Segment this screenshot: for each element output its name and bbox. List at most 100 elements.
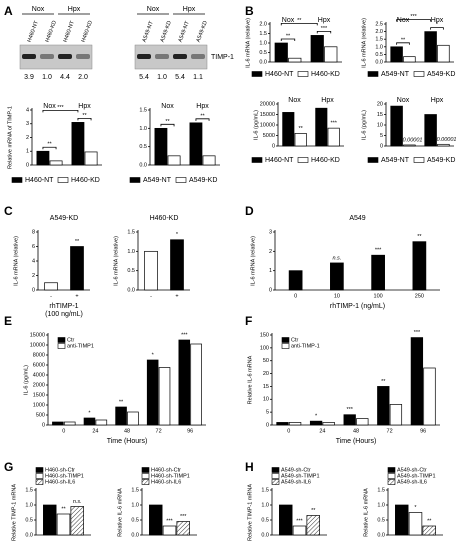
bar	[410, 337, 424, 426]
category-label: Nox	[288, 97, 301, 104]
bracket	[430, 27, 444, 30]
category-label: Hpx	[321, 97, 334, 104]
bar	[288, 422, 302, 426]
y-tick-label: 10	[377, 122, 383, 128]
y-tick-label: 20	[377, 101, 383, 107]
significance: **	[297, 18, 302, 24]
y-tick-label: 10000	[260, 122, 275, 128]
x-axis-label: rhTIMP-1	[49, 303, 78, 310]
legend-label: anti-TIMP-1	[291, 343, 320, 349]
legend-label: A549-sh-Ctr	[281, 467, 311, 473]
blot-band	[58, 54, 72, 59]
legend-label: H460-KD	[311, 71, 340, 78]
significance: ***	[180, 514, 187, 520]
legend-swatch	[11, 177, 23, 183]
significance: ***	[346, 407, 353, 413]
significance: **	[75, 239, 80, 245]
bracket	[316, 31, 332, 34]
significance: ***	[296, 518, 303, 524]
y-tick-label: 4	[32, 258, 35, 264]
bracket	[77, 117, 92, 121]
y-tick-label: 20	[263, 371, 269, 377]
y-tick-label: 3	[269, 229, 272, 235]
significance: **	[417, 234, 422, 240]
significance: **	[82, 113, 87, 119]
bar	[288, 57, 302, 63]
y-tick-label: 2	[32, 273, 35, 279]
bar	[423, 367, 436, 426]
legend-swatch	[297, 71, 309, 77]
panel-label: G	[4, 460, 13, 474]
bracket	[280, 23, 318, 26]
bar	[36, 150, 50, 166]
y-tick-label: 0.5	[261, 517, 269, 523]
blot-band	[191, 54, 205, 59]
y-tick-label: 1.0	[377, 502, 385, 508]
legend-swatch	[175, 177, 187, 183]
bar	[327, 127, 340, 147]
bar	[395, 504, 409, 536]
bar	[408, 512, 423, 536]
blot-band	[173, 54, 187, 59]
legend-label: A549-KD	[189, 177, 217, 184]
group-label: Hpx	[68, 6, 81, 13]
legend-swatch	[281, 343, 290, 349]
quantification: 2.0	[78, 74, 88, 81]
legend-swatch	[141, 473, 150, 479]
bar	[279, 504, 293, 536]
bracket	[42, 146, 57, 150]
legend-label: A549-sh-TIMP1	[397, 473, 436, 479]
y-tick-label: 5	[266, 410, 269, 416]
significance: *	[315, 414, 318, 420]
y-tick-label: 0	[269, 287, 272, 293]
legend-label: H460-sh-TIMP1	[45, 473, 84, 479]
y-tick-label: 1.5	[25, 487, 33, 493]
legend-swatch	[387, 479, 396, 485]
category-label: Nox	[397, 97, 410, 104]
legend-swatch	[281, 337, 290, 343]
significance: ***	[166, 518, 173, 524]
y-tick-label: 15000	[30, 332, 45, 338]
y-tick-label: 1.5	[259, 31, 267, 37]
y-axis-label: IL-6 (pg/mL)	[361, 110, 367, 140]
bar	[127, 411, 139, 426]
x-tick-label: 10	[334, 293, 340, 299]
x-tick-label: 96	[187, 428, 193, 434]
legend-swatch	[57, 177, 69, 183]
y-axis-label: IL-6 (pg/mL)	[253, 110, 259, 140]
bar	[322, 422, 335, 426]
significance: ***	[321, 26, 328, 32]
bracket	[195, 118, 210, 121]
y-tick-label: 15	[377, 112, 383, 118]
x-axis-label: (100 ng/mL)	[45, 311, 83, 318]
y-tick-label: 5	[380, 133, 383, 139]
significance: **	[381, 379, 386, 385]
legend-swatch	[271, 473, 280, 479]
y-tick-label: 8	[32, 229, 35, 235]
bar	[83, 417, 96, 426]
panel-label: B	[245, 4, 254, 18]
bar	[310, 35, 324, 63]
bar	[343, 414, 356, 426]
bracket	[396, 19, 432, 22]
significance: ***	[57, 105, 64, 111]
y-tick-label: 20000	[260, 101, 275, 107]
category-label: Hpx	[431, 97, 444, 104]
y-tick-label: 1.0	[25, 502, 33, 508]
x-tick-label: 250	[415, 293, 424, 299]
panel-label: C	[4, 204, 13, 218]
y-axis-label: IL-6 (pg/mL)	[23, 365, 29, 395]
x-tick-label: 24	[92, 428, 98, 434]
legend-label: anti-TIMP1	[67, 343, 94, 349]
bar	[390, 46, 403, 63]
significance: *	[88, 410, 91, 416]
legend-label: H460-sh-Ctr	[151, 467, 181, 473]
x-tick-label: 96	[420, 428, 426, 434]
bracket	[396, 42, 410, 45]
x-tick-label: 48	[124, 428, 130, 434]
panel-label: F	[245, 314, 252, 328]
y-tick-label: 15000	[260, 112, 275, 118]
quantification: 1.0	[157, 74, 167, 81]
y-tick-label: 1.0	[131, 502, 139, 508]
